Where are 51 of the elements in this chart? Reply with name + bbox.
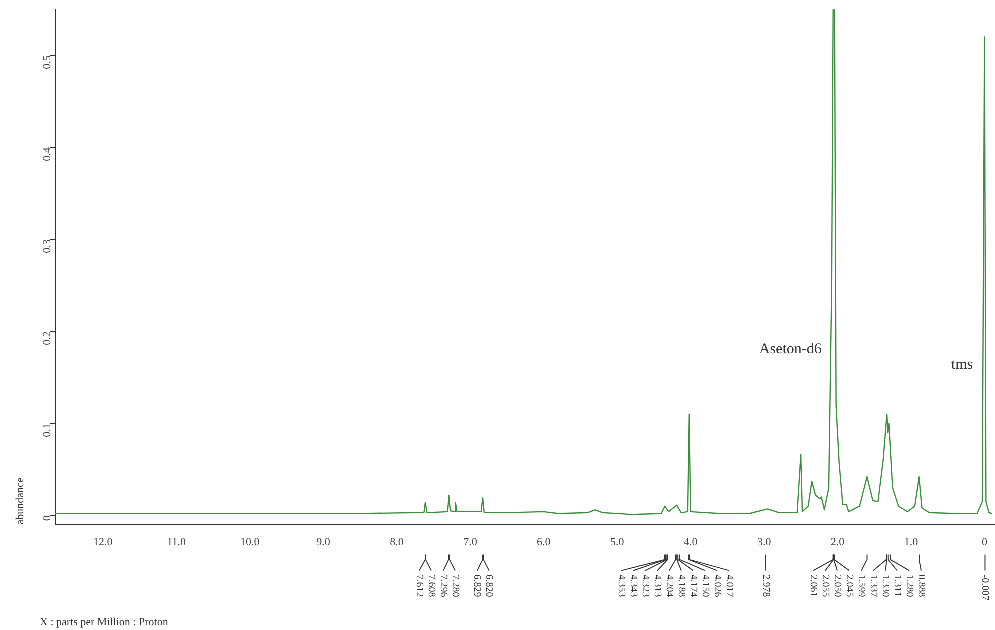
- y-tick-label: 0.5: [41, 55, 54, 70]
- annotation: 0.888: [916, 574, 927, 598]
- annotation: 7.280: [450, 574, 461, 598]
- annotation: 2.978: [760, 574, 772, 598]
- annotation: 2.050: [832, 574, 843, 598]
- annotation: 4.353: [616, 574, 627, 598]
- annotation: 4.017: [724, 574, 735, 598]
- annotation: 2.045: [844, 574, 855, 598]
- annotation: 4.026: [712, 574, 723, 598]
- annotation: 1.337: [868, 574, 879, 598]
- y-tick-label: 0.3: [41, 239, 54, 254]
- y-axis-title: abundance: [14, 478, 26, 525]
- annotation: 4.204: [664, 574, 675, 598]
- annotation: 6.820: [484, 574, 495, 598]
- x-tick-label: 8.0: [390, 536, 404, 548]
- x-tick-label: 11.0: [167, 536, 187, 548]
- x-tick-label: 9.0: [316, 536, 331, 548]
- annotation: 2.055: [820, 574, 831, 598]
- annotation: 6.829: [472, 574, 483, 598]
- x-tick-label: 3.0: [757, 536, 772, 548]
- x-tick-label: 12.0: [94, 536, 114, 548]
- annotation: 7.612: [414, 574, 425, 598]
- x-tick-label: 7.0: [464, 536, 478, 548]
- annotation: tms: [951, 357, 974, 374]
- annotation: 4.188: [676, 574, 687, 598]
- annotation: -0.007: [980, 574, 991, 601]
- annotation: 2.061: [808, 574, 819, 598]
- annotation: 4.174: [688, 574, 699, 598]
- x-tick-label: 10.0: [240, 536, 260, 548]
- x-tick-label: 4.0: [684, 536, 698, 548]
- y-tick-label: 0.2: [41, 332, 54, 346]
- annotation: 4.323: [640, 574, 651, 598]
- y-tick-label: 0.4: [41, 147, 54, 162]
- x-tick-label: 0: [982, 536, 988, 548]
- annotation: 1.330: [880, 574, 891, 598]
- annotation: 1.599: [856, 574, 867, 598]
- annotation: Aseton-d6: [759, 342, 822, 358]
- text: X : parts per Million : Proton: [40, 616, 169, 628]
- x-tick-label: 6.0: [537, 536, 552, 548]
- x-tick-label: 2.0: [830, 536, 846, 548]
- annotation: 4.343: [628, 574, 639, 598]
- annotation: 4.313: [652, 574, 663, 598]
- y-tick-label: 0: [41, 515, 54, 522]
- annotation: 7.608: [426, 574, 437, 598]
- annotation: 1.280: [904, 574, 915, 598]
- y-tick-label: 0.1: [41, 424, 54, 438]
- annotation: 7.296: [438, 574, 449, 598]
- annotation: 4.150: [700, 574, 711, 598]
- x-tick-label: 5.0: [610, 536, 625, 548]
- annotation: 1.311: [892, 574, 903, 597]
- x-tick-label: 1.0: [904, 536, 919, 548]
